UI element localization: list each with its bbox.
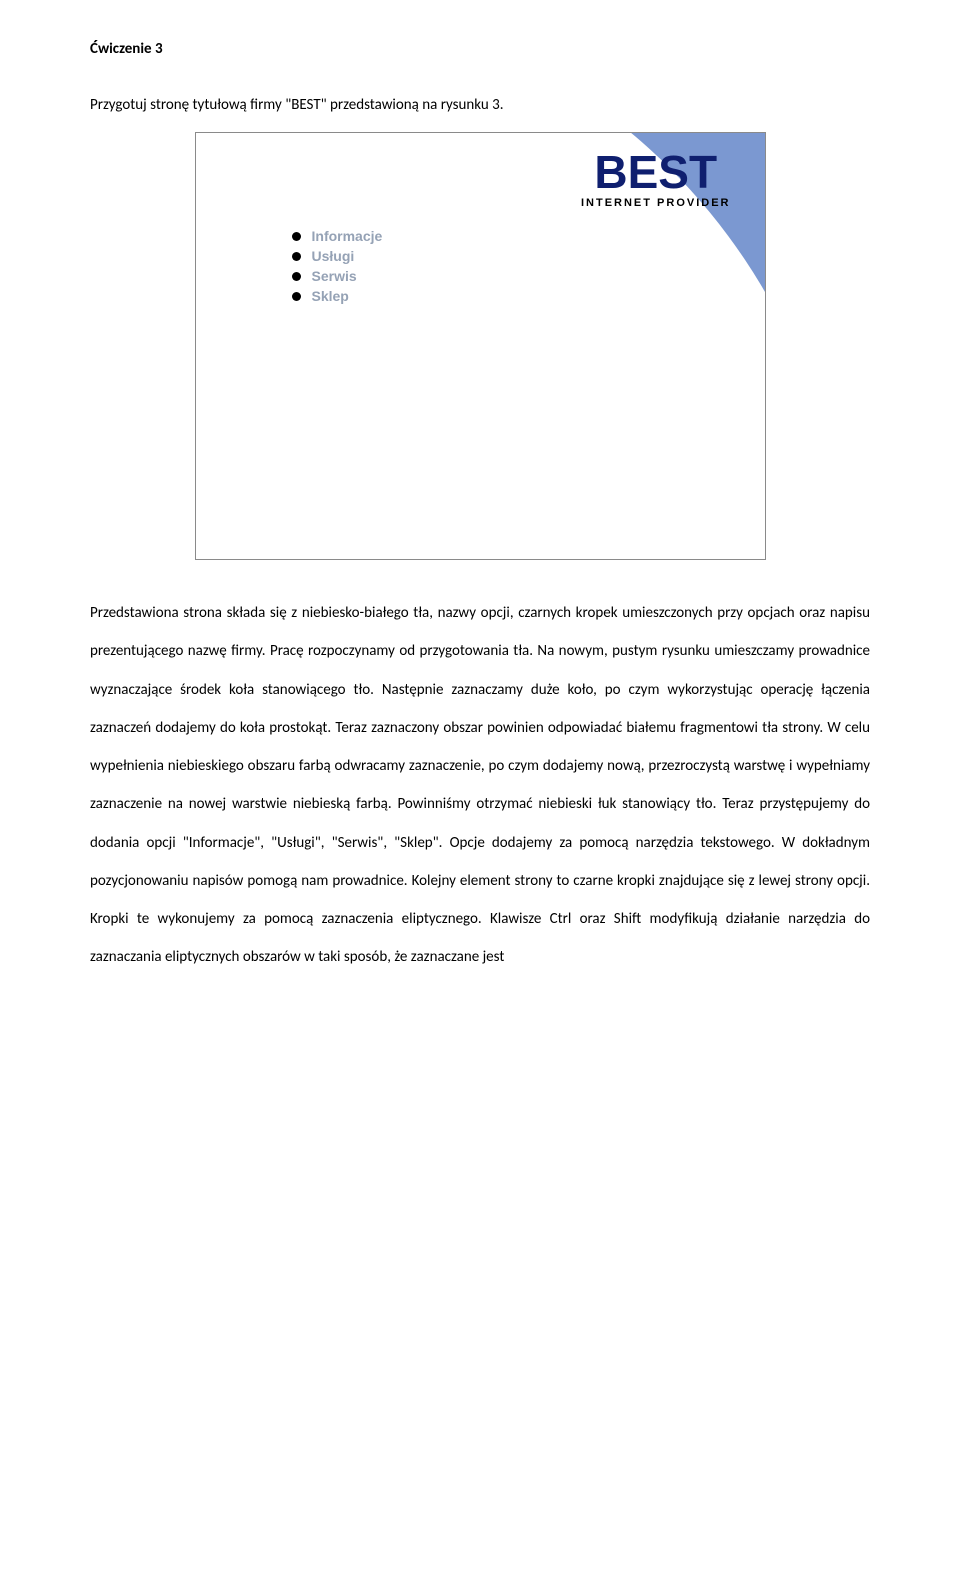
body-paragraph: Przedstawiona strona składa się z niebie…	[90, 594, 870, 977]
mockup-logo: BEST INTERNET PROVIDER	[581, 151, 731, 209]
mockup-menu-label: Informacje	[312, 228, 383, 244]
bullet-icon	[292, 292, 301, 301]
mockup-menu-item: Serwis	[292, 268, 383, 284]
mockup-menu-label: Serwis	[312, 268, 357, 284]
mockup-menu: Informacje Usługi Serwis Sklep	[292, 228, 383, 308]
mockup-menu-label: Usługi	[312, 248, 355, 264]
mockup-menu-label: Sklep	[312, 288, 349, 304]
mockup-container: BEST INTERNET PROVIDER Informacje Usługi…	[90, 132, 870, 560]
mockup-menu-item: Informacje	[292, 228, 383, 244]
mockup-logo-sub: INTERNET PROVIDER	[581, 197, 731, 209]
mockup-menu-item: Usługi	[292, 248, 383, 264]
website-mockup: BEST INTERNET PROVIDER Informacje Usługi…	[195, 132, 766, 560]
bullet-icon	[292, 252, 301, 261]
intro-text: Przygotuj stronę tytułową firmy "BEST" p…	[90, 96, 870, 114]
bullet-icon	[292, 272, 301, 281]
mockup-menu-item: Sklep	[292, 288, 383, 304]
bullet-icon	[292, 232, 301, 241]
mockup-logo-main: BEST	[581, 151, 731, 195]
exercise-heading: Ćwiczenie 3	[90, 40, 870, 58]
